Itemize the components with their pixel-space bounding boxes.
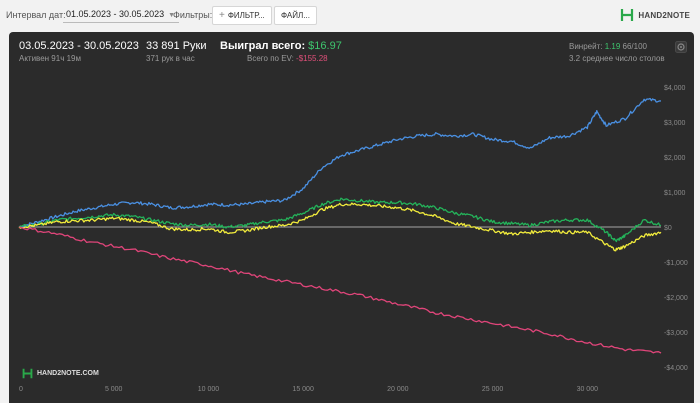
total-won-value: $16.97 [308,40,342,52]
series-line-3 [18,202,662,252]
total-ev: Всего по EV: -$155.28 [247,54,328,63]
total-ev-value: -$155.28 [296,54,328,63]
x-tick-label: 10 000 [198,386,220,393]
filter-button-label: ФИЛЬТР... [227,11,265,20]
winrate-value: 1.19 [604,42,621,51]
y-tick-label: -$3,000 [664,330,688,337]
x-tick-label: 30 000 [577,386,599,393]
x-tick-label: 20 000 [387,386,409,393]
y-tick-label: -$1,000 [664,260,688,267]
period-text: 03.05.2023 - 30.05.2023 [19,40,139,52]
x-tick-label: 5 000 [105,386,123,393]
winrate: Винрейт: 1.19 66/100 [569,42,647,51]
y-tick-label: -$4,000 [664,365,688,372]
date-range-select[interactable]: 01.05.2023 - 30.05.2023 ▼ [63,6,180,23]
series-line-1 [18,97,662,228]
total-won: Выиграл всего: $16.97 [220,40,342,52]
y-tick-label: $1,000 [664,190,686,197]
total-won-label: Выиграл всего: [220,40,309,52]
series-line-4 [18,226,662,354]
chevron-down-icon: ▼ [168,12,176,19]
hands-count: 33 891 Руки [146,40,207,52]
series-line-2 [18,197,662,243]
y-tick-label: -$2,000 [664,295,688,302]
y-tick-label: $2,000 [664,155,686,162]
y-tick-label: $3,000 [664,120,686,127]
gear-icon[interactable] [675,41,687,53]
hand2note-watermark: HAND2NOTE.COM [22,368,99,379]
top-toolbar: Интервал дат: 01.05.2023 - 30.05.2023 ▼ Ф… [0,0,700,30]
date-range-label: Интервал дат: [6,10,66,20]
results-chart: $4,000 $3,000 $2,000 $1,000 $0 -$1,000 -$2,000… [18,85,688,393]
results-graph-panel: 03.05.2023 - 30.05.2023 Активен 91ч 19м … [9,32,694,403]
logo-text: HAND2NOTE [638,10,690,20]
date-range-value: 01.05.2023 - 30.05.2023 [66,9,165,19]
y-tick-label: $0 [664,225,672,232]
total-ev-label: Всего по EV: [247,54,297,63]
hand2note-watermark-icon [22,368,33,379]
x-tick-label: 15 000 [292,386,314,393]
watermark-text: HAND2NOTE.COM [37,370,99,377]
hand2note-logo-icon [621,9,634,21]
x-tick-label: 0 [19,386,23,393]
hand2note-logo: HAND2NOTE [620,7,690,23]
file-button[interactable]: ФАЙЛ... [274,6,317,25]
winrate-suffix: 66/100 [620,42,647,51]
hands-per-hour: 371 рук в час [146,54,195,63]
file-button-label: ФАЙЛ... [281,11,310,20]
plus-icon: + [219,10,225,21]
y-tick-label: $4,000 [664,85,686,92]
avg-tables: 3.2 среднее число столов [569,54,665,63]
x-tick-label: 25 000 [482,386,504,393]
winrate-label: Винрейт: [569,42,605,51]
active-time-text: Активен 91ч 19м [19,54,81,63]
filters-label: Фильтры: [173,10,213,20]
filter-button[interactable]: + ФИЛЬТР... [212,6,272,25]
